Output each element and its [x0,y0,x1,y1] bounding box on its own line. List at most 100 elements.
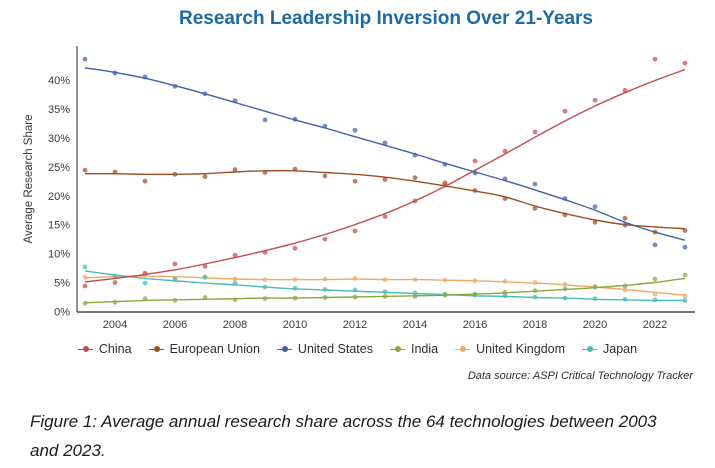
data-point-united-states [532,181,538,187]
data-point-united-states [412,152,418,158]
data-point-china [652,56,658,62]
data-point-european-union [112,169,118,175]
data-point-china [112,280,118,285]
series-european-union [82,166,688,235]
data-point-china [442,182,448,188]
x-tick-label: 2018 [523,319,547,331]
data-point-united-states [652,242,658,248]
series-united-states [82,56,688,250]
data-point-united-states [202,91,208,97]
data-point-united-kingdom [352,276,358,281]
data-point-japan [622,296,628,302]
data-point-united-kingdom [472,278,478,284]
data-point-european-union [262,170,268,175]
data-point-european-union [682,228,688,233]
data-point-india [202,295,208,300]
x-tick-labels: 2004 2006 2008 2010 2012 2014 2016 2018 2020 2022 [103,319,667,331]
data-point-united-kingdom [262,277,268,282]
data-point-united-states [112,70,118,76]
data-point-india [562,286,568,292]
legend-marker-dot [281,346,288,352]
x-tick-label: 2008 [223,319,247,331]
y-tick-label: 20% [48,191,70,203]
legend-label-united-kingdom: United Kingdom [476,342,566,356]
data-point-india [532,288,538,293]
data-point-european-union [652,229,658,235]
data-point-japan [352,287,358,293]
data-point-european-union [292,166,298,172]
data-point-united-states [352,127,358,133]
data-point-european-union [172,171,178,177]
data-point-india [352,294,358,300]
legend-marker-dot [82,346,89,352]
chart-svg: 0% 5% 10% 15% 20% 25% 30% 35% 40% 2004 2006 2008 201… [23,46,695,331]
data-point-china [352,228,358,234]
data-point-european-union [472,188,478,193]
data-point-united-states [382,140,388,146]
data-point-united-states [592,204,598,210]
data-point-united-kingdom [682,293,688,299]
data-point-china [622,88,628,93]
data-point-japan [682,298,688,303]
data-point-japan [382,289,388,295]
data-point-united-states [172,83,178,89]
data-point-japan [322,287,328,292]
data-point-united-kingdom [412,277,418,282]
data-point-india [82,300,88,306]
data-point-japan [202,274,208,280]
legend-item-japan: Japan [582,342,637,356]
data-point-china [202,263,208,269]
data-point-china [382,214,388,219]
data-point-united-states [502,176,508,182]
legend-marker-dot [153,346,160,352]
data-point-european-union [322,173,328,179]
data-point-european-union [502,196,508,202]
legend-marker-icon-china [77,346,93,352]
data-point-united-kingdom [502,278,508,284]
y-tick-label: 5% [54,278,70,290]
y-tick-label: 10% [48,249,70,261]
legend-marker-icon-united-kingdom [455,346,471,352]
data-point-japan [172,277,178,282]
data-point-india [322,295,328,300]
legend-label-european-union: European Union [169,342,260,356]
data-point-india [382,294,388,299]
data-point-japan [532,294,538,300]
data-point-china [412,198,418,204]
data-point-united-states [82,56,88,62]
x-tick-label: 2022 [643,319,667,331]
data-point-japan [592,296,598,302]
data-point-united-kingdom [652,291,658,297]
y-tick-label: 15% [48,220,70,232]
x-tick-label: 2004 [103,319,127,331]
data-point-india [412,294,418,299]
data-point-japan [652,297,658,303]
data-point-india [112,299,118,305]
data-point-united-states [292,116,298,122]
data-point-japan [562,295,568,301]
data-point-china [682,60,688,66]
legend-marker-icon-united-states [276,346,292,352]
data-point-european-union [622,215,628,221]
x-tick-label: 2010 [283,319,307,331]
legend-marker-icon-india [389,346,405,352]
x-tick-label: 2016 [463,319,487,331]
data-point-india [172,298,178,303]
series-japan [82,264,688,303]
data-point-united-states [562,196,568,202]
data-point-india [472,291,478,297]
data-point-european-union [382,177,388,182]
series-line-china [84,68,686,283]
data-point-united-kingdom [292,277,298,282]
data-point-china [172,261,178,267]
data-point-european-union [82,167,88,173]
x-tick-label: 2006 [163,319,187,331]
data-point-united-states [442,162,448,167]
data-point-india [502,289,508,295]
data-point-india [292,295,298,301]
data-point-china [532,129,538,135]
x-tick-label: 2014 [403,319,427,331]
series-india [82,272,688,306]
data-point-european-union [412,175,418,181]
data-point-united-states [682,244,688,250]
